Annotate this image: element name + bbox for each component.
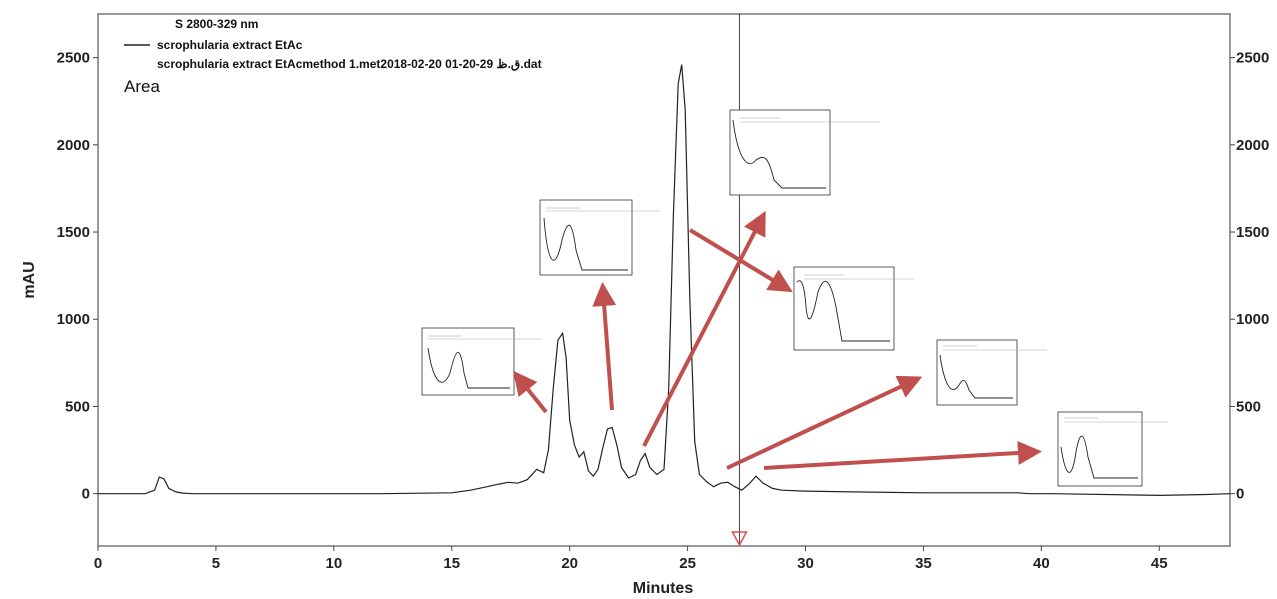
arrow-peak-2 bbox=[592, 282, 617, 411]
uv-spectrum-inset-4 bbox=[793, 266, 914, 351]
y-tick-label-right: 2500 bbox=[1236, 50, 1269, 67]
uv-spectrum-inset-3 bbox=[729, 109, 880, 196]
chromatogram-trace bbox=[98, 64, 1231, 497]
y-tick-label-right: 1500 bbox=[1236, 224, 1269, 241]
y-tick-label-left: 2000 bbox=[57, 137, 90, 154]
x-tick-label: 25 bbox=[679, 555, 696, 572]
y-axis-title: mAU bbox=[21, 261, 38, 298]
y-tick-label-right: 500 bbox=[1236, 398, 1261, 415]
arrow-peak-4 bbox=[688, 228, 793, 293]
uv-spectrum-inset-6 bbox=[1057, 411, 1168, 487]
uv-spectrum-inset-5 bbox=[936, 339, 1047, 406]
peak-arrows bbox=[513, 210, 1042, 470]
y-tick-label-right: 0 bbox=[1236, 486, 1244, 503]
y-tick-label-left: 1000 bbox=[57, 311, 90, 328]
x-tick-label: 10 bbox=[325, 555, 342, 572]
arrow-peak-3 bbox=[642, 210, 766, 447]
x-axis-title: Minutes bbox=[633, 580, 694, 597]
legend-entry-2: scrophularia extract EtAcmethod 1.met201… bbox=[157, 57, 542, 71]
arrow-peak-5 bbox=[726, 375, 923, 470]
x-tick-label: 40 bbox=[1033, 555, 1050, 572]
x-tick-label: 5 bbox=[212, 555, 220, 572]
x-tick-label: 30 bbox=[797, 555, 814, 572]
arrow-peak-1 bbox=[513, 370, 548, 414]
time-marker-handle[interactable] bbox=[731, 531, 748, 547]
x-tick-label: 35 bbox=[915, 555, 932, 572]
y-tick-label-left: 1500 bbox=[57, 224, 90, 241]
area-annotation: Area bbox=[124, 77, 160, 96]
x-tick-label: 20 bbox=[561, 555, 578, 572]
arrow-peak-6 bbox=[763, 440, 1042, 470]
legend-header: S 2800-329 nm bbox=[175, 17, 258, 31]
y-tick-label-left: 500 bbox=[65, 398, 90, 415]
x-tick-label: 45 bbox=[1151, 555, 1168, 572]
x-tick-label: 15 bbox=[443, 555, 460, 572]
x-tick-label: 0 bbox=[94, 555, 102, 572]
uv-spectrum-inset-2 bbox=[539, 199, 660, 276]
uv-spectrum-inset-1 bbox=[421, 327, 542, 396]
legend: S 2800-329 nm scrophularia extract EtAc … bbox=[124, 17, 542, 71]
y-tick-label-right: 1000 bbox=[1236, 311, 1269, 328]
legend-entry-1: scrophularia extract EtAc bbox=[157, 38, 303, 52]
y-tick-label-left: 2500 bbox=[57, 50, 90, 67]
y-tick-label-left: 0 bbox=[82, 486, 90, 503]
y-tick-label-right: 2000 bbox=[1236, 137, 1269, 154]
